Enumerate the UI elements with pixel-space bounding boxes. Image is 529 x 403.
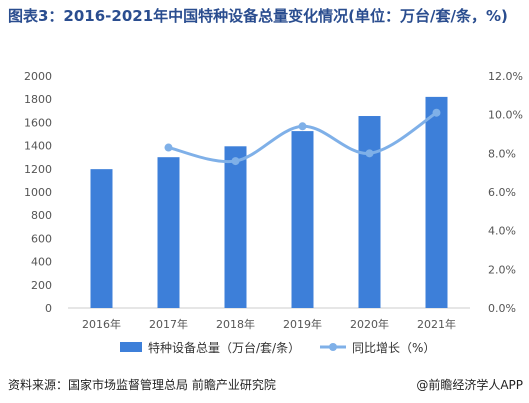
bar-series bbox=[90, 96, 448, 309]
bar-2021年 bbox=[425, 96, 448, 308]
left-tick-label: 400 bbox=[31, 256, 52, 269]
legend-bar-swatch bbox=[120, 342, 142, 352]
growth-point bbox=[365, 149, 374, 158]
x-tick-label: 2016年 bbox=[82, 317, 121, 331]
left-tick-label: 2000 bbox=[24, 70, 52, 83]
left-tick-label: 0 bbox=[45, 302, 52, 315]
legend: 特种设备总量（万台/套/条） 同比增长（%） bbox=[120, 340, 435, 355]
growth-point bbox=[231, 157, 240, 166]
left-tick-label: 1800 bbox=[24, 93, 52, 106]
growth-point bbox=[432, 108, 441, 117]
x-tick-label: 2017年 bbox=[149, 317, 188, 331]
right-tick-label: 2.0% bbox=[488, 263, 516, 276]
left-tick-label: 200 bbox=[31, 279, 52, 292]
left-y-axis: 0 200 400 600 800 1000 1200 1400 1600 1800 2000 bbox=[24, 70, 52, 315]
left-tick-label: 800 bbox=[31, 209, 52, 222]
left-tick-label: 1000 bbox=[24, 186, 52, 199]
growth-point bbox=[164, 143, 173, 152]
legend-line-marker bbox=[329, 343, 337, 351]
x-axis-labels: 2016年 2017年 2018年 2019年 2020年 2021年 bbox=[82, 317, 456, 331]
x-tick-label: 2018年 bbox=[216, 317, 255, 331]
right-tick-label: 4.0% bbox=[488, 225, 516, 238]
right-tick-label: 12.0% bbox=[488, 70, 523, 83]
growth-line-series bbox=[164, 108, 441, 166]
x-tick-label: 2021年 bbox=[417, 317, 456, 331]
growth-point bbox=[298, 122, 307, 131]
source-note: 资料来源：国家市场监督管理总局 前瞻产业研究院 bbox=[8, 378, 276, 392]
right-y-axis: 0.0% 2.0% 4.0% 6.0% 8.0% 10.0% 12.0% bbox=[488, 70, 523, 315]
legend-bar-label: 特种设备总量（万台/套/条） bbox=[148, 340, 300, 355]
right-tick-label: 8.0% bbox=[488, 147, 516, 160]
bar-2018年 bbox=[224, 146, 247, 308]
right-tick-label: 10.0% bbox=[488, 109, 523, 122]
left-tick-label: 1600 bbox=[24, 116, 52, 129]
left-tick-label: 1400 bbox=[24, 140, 52, 153]
brand-credit: @前瞻经济学人APP bbox=[416, 378, 523, 392]
x-tick-label: 2020年 bbox=[350, 317, 389, 331]
chart-title: 图表3：2016-2021年中国特种设备总量变化情况(单位：万台/套/条，%) bbox=[8, 7, 508, 25]
bar-2020年 bbox=[358, 116, 381, 309]
right-tick-label: 0.0% bbox=[488, 302, 516, 315]
bar-2017年 bbox=[157, 157, 180, 308]
left-tick-label: 600 bbox=[31, 232, 52, 245]
legend-line-label: 同比增长（%） bbox=[352, 341, 435, 355]
x-tick-label: 2019年 bbox=[283, 317, 322, 331]
bar-2016年 bbox=[90, 169, 113, 308]
right-tick-label: 6.0% bbox=[488, 186, 516, 199]
bar-2019年 bbox=[291, 131, 314, 308]
left-tick-label: 1200 bbox=[24, 163, 52, 176]
